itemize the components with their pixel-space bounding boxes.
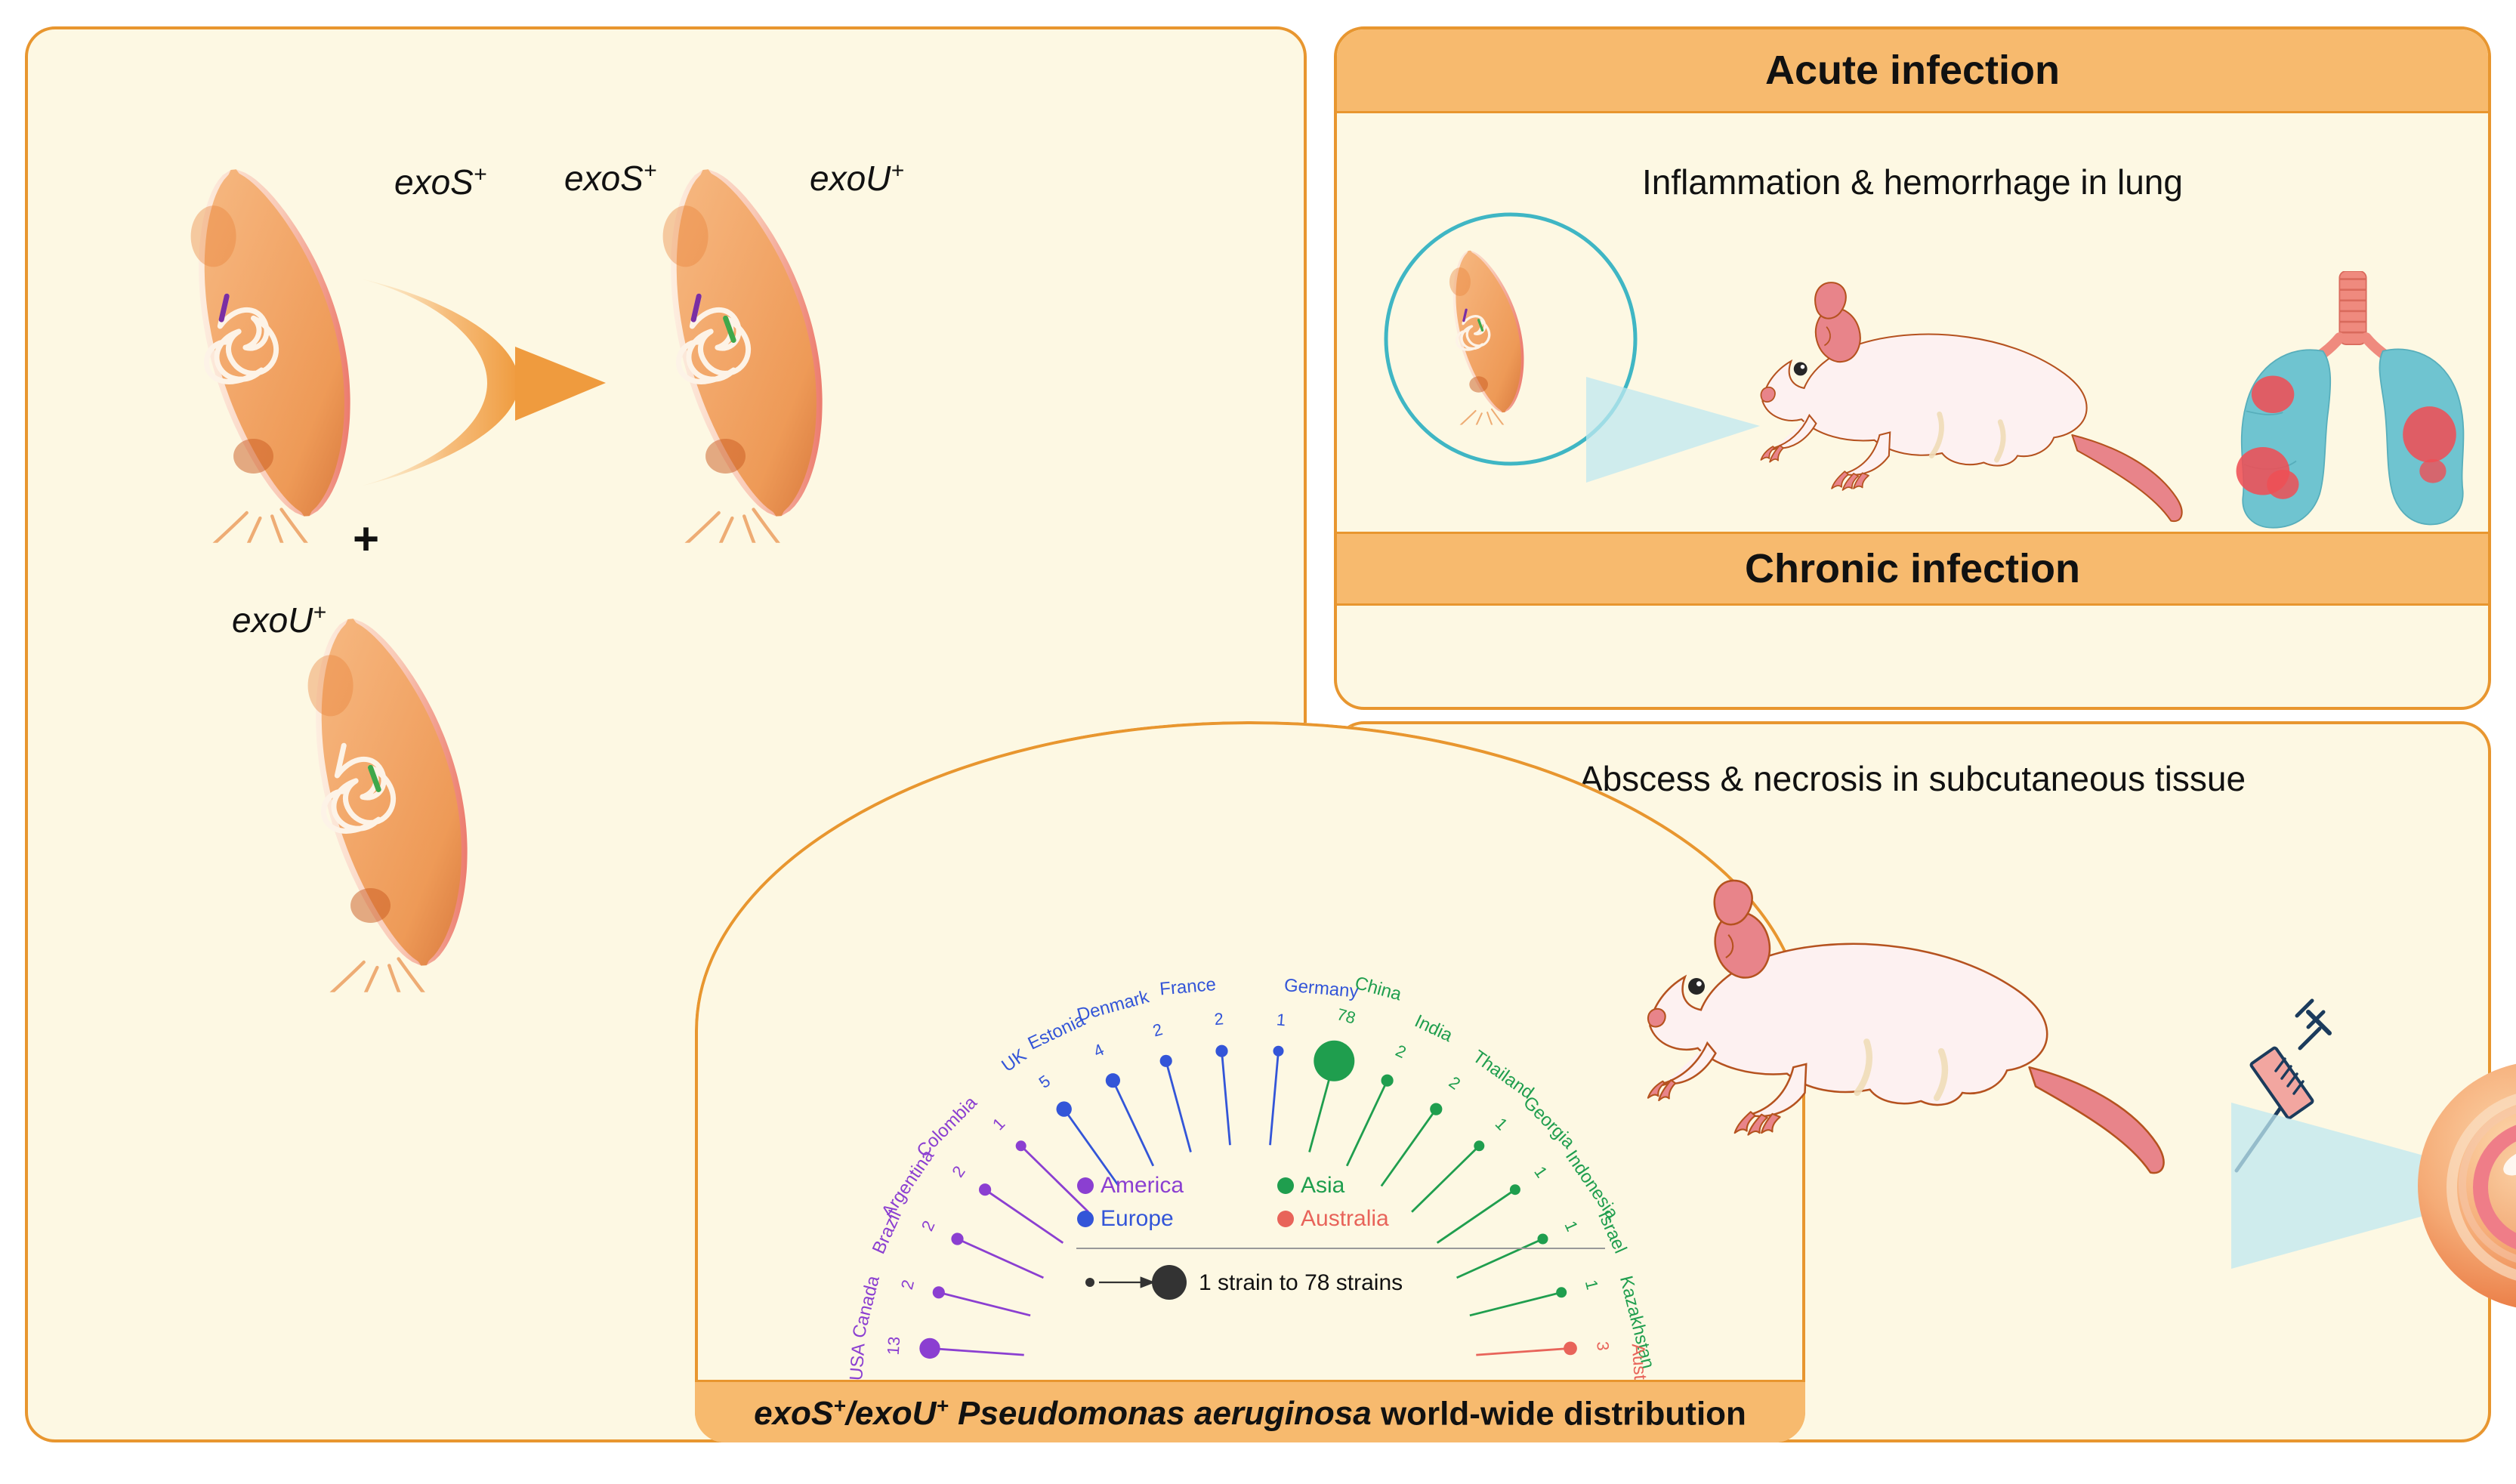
svg-text:1: 1 bbox=[1492, 1114, 1511, 1134]
svg-text:2: 2 bbox=[948, 1162, 969, 1180]
svg-text:USA: USA bbox=[846, 1343, 869, 1381]
svg-text:1: 1 bbox=[1561, 1218, 1582, 1234]
svg-text:4: 4 bbox=[1091, 1040, 1107, 1061]
svg-text:1: 1 bbox=[1530, 1163, 1551, 1181]
svg-text:2: 2 bbox=[1393, 1041, 1409, 1062]
svg-text:France: France bbox=[1159, 974, 1217, 1000]
svg-text:2: 2 bbox=[918, 1217, 939, 1233]
svg-text:13: 13 bbox=[884, 1336, 904, 1356]
svg-text:Colombia: Colombia bbox=[913, 1092, 982, 1162]
svg-text:Germany: Germany bbox=[1283, 975, 1360, 1002]
svg-text:China: China bbox=[1353, 973, 1404, 1005]
svg-text:1: 1 bbox=[989, 1114, 1008, 1134]
svg-text:Canada: Canada bbox=[848, 1273, 884, 1341]
svg-text:5: 5 bbox=[1036, 1071, 1054, 1091]
svg-text:Denmark: Denmark bbox=[1075, 986, 1152, 1026]
svg-text:India: India bbox=[1412, 1011, 1456, 1047]
svg-text:2: 2 bbox=[1446, 1072, 1464, 1093]
svg-text:1 strain to 78 strains: 1 strain to 78 strains bbox=[1199, 1270, 1403, 1295]
svg-text:2: 2 bbox=[897, 1278, 918, 1291]
svg-text:2: 2 bbox=[1214, 1009, 1224, 1029]
svg-text:78: 78 bbox=[1335, 1004, 1357, 1028]
svg-text:3: 3 bbox=[1593, 1341, 1613, 1351]
svg-text:Georgia: Georgia bbox=[1519, 1092, 1579, 1152]
svg-text:UK: UK bbox=[998, 1045, 1030, 1076]
svg-text:2: 2 bbox=[1150, 1020, 1164, 1040]
svg-text:1: 1 bbox=[1276, 1010, 1286, 1029]
svg-text:Thailand: Thailand bbox=[1469, 1046, 1538, 1103]
